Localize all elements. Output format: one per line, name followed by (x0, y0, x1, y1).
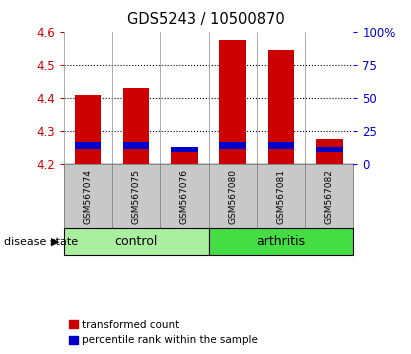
Bar (305, 164, 353, 228)
Text: GSM567082: GSM567082 (325, 169, 334, 224)
Bar (316, 139, 343, 164)
Text: GDS5243 / 10500870: GDS5243 / 10500870 (127, 12, 284, 27)
Bar (123, 142, 150, 149)
Bar (64, 228, 208, 255)
Bar (64, 164, 112, 228)
Bar (219, 142, 246, 149)
Text: GSM567080: GSM567080 (228, 169, 237, 224)
Text: GSM567074: GSM567074 (83, 169, 92, 224)
Text: GSM567081: GSM567081 (277, 169, 286, 224)
Bar (316, 147, 343, 152)
Bar (74, 142, 101, 149)
Text: GSM567075: GSM567075 (132, 169, 141, 224)
Bar (268, 142, 294, 149)
Bar (268, 50, 294, 164)
Text: GSM567076: GSM567076 (180, 169, 189, 224)
Bar (219, 40, 246, 164)
Legend: transformed count, percentile rank within the sample: transformed count, percentile rank withi… (69, 320, 259, 345)
Bar (209, 228, 353, 255)
Text: ▶: ▶ (51, 237, 60, 247)
Text: control: control (114, 235, 158, 248)
Bar (171, 151, 198, 164)
Bar (209, 164, 257, 228)
Text: arthritis: arthritis (256, 235, 306, 248)
Bar (112, 164, 160, 228)
Bar (257, 164, 305, 228)
Text: disease state: disease state (4, 237, 78, 247)
Bar (160, 164, 209, 228)
Bar (74, 95, 101, 164)
Bar (171, 147, 198, 152)
Bar (123, 88, 150, 164)
